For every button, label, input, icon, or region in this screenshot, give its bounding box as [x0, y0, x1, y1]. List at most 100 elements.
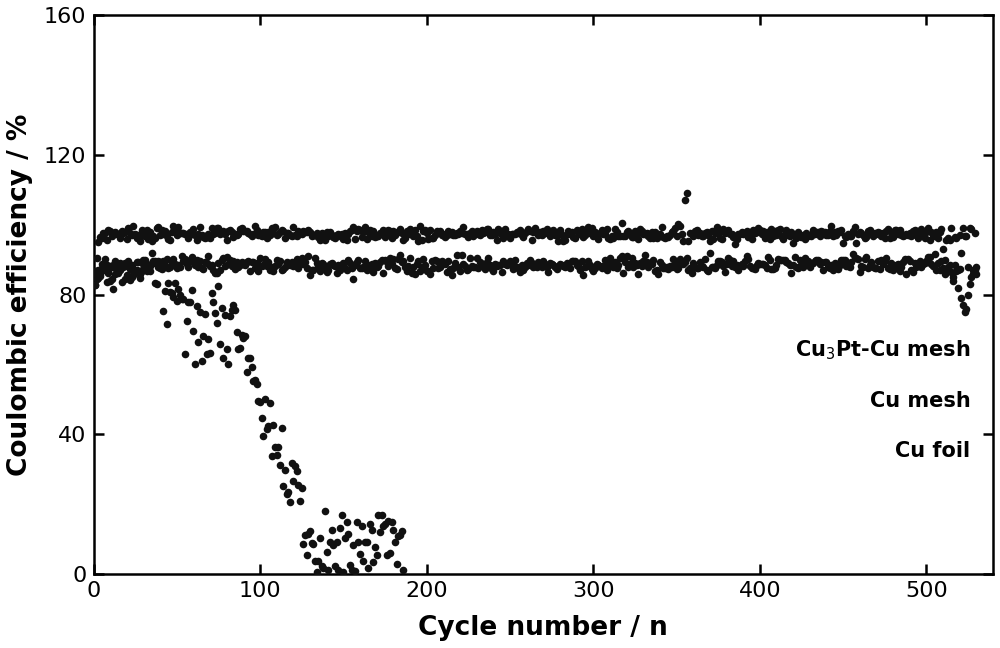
- Point: [715, 224, 731, 235]
- Point: [828, 259, 844, 269]
- Point: [219, 235, 235, 245]
- Point: [404, 227, 420, 238]
- Point: [709, 260, 725, 271]
- Point: [274, 225, 290, 235]
- Point: [878, 253, 894, 263]
- Point: [915, 259, 931, 270]
- Point: [960, 261, 976, 272]
- Point: [305, 264, 321, 275]
- Point: [329, 537, 345, 547]
- Point: [502, 233, 518, 244]
- Point: [147, 255, 163, 266]
- Point: [565, 232, 581, 242]
- Point: [612, 231, 628, 241]
- Point: [230, 229, 246, 240]
- Point: [149, 223, 165, 233]
- Point: [922, 235, 938, 245]
- Point: [212, 338, 228, 349]
- Point: [572, 265, 588, 275]
- Point: [207, 268, 223, 279]
- Point: [805, 258, 821, 268]
- Point: [650, 269, 666, 279]
- Point: [250, 396, 266, 406]
- Point: [627, 226, 643, 237]
- Point: [485, 227, 501, 238]
- Point: [720, 253, 736, 263]
- Point: [165, 292, 181, 302]
- Point: [610, 231, 626, 242]
- Point: [744, 263, 760, 273]
- Point: [230, 344, 246, 354]
- Point: [410, 256, 426, 266]
- Point: [790, 262, 806, 273]
- Point: [570, 227, 586, 237]
- Point: [682, 228, 698, 238]
- Point: [709, 222, 725, 233]
- Point: [272, 227, 288, 238]
- Point: [437, 259, 453, 269]
- Point: [230, 262, 246, 272]
- Point: [600, 233, 616, 243]
- Point: [470, 229, 486, 239]
- Point: [175, 294, 191, 304]
- Point: [110, 259, 126, 269]
- Point: [785, 238, 801, 248]
- Point: [619, 251, 635, 261]
- Point: [310, 261, 326, 272]
- Point: [594, 225, 610, 235]
- Point: [352, 263, 368, 273]
- Point: [812, 259, 828, 270]
- Point: [810, 227, 826, 237]
- Point: [197, 257, 213, 268]
- Point: [472, 257, 488, 267]
- Point: [815, 227, 831, 237]
- Point: [720, 225, 736, 235]
- Point: [89, 274, 105, 284]
- Point: [90, 273, 106, 283]
- Point: [307, 555, 323, 566]
- Point: [522, 226, 538, 236]
- Point: [200, 251, 216, 261]
- Point: [310, 556, 326, 566]
- Point: [853, 260, 869, 271]
- Point: [119, 270, 135, 281]
- Point: [514, 230, 530, 240]
- Point: [314, 228, 330, 238]
- Point: [435, 259, 451, 270]
- Point: [582, 260, 598, 270]
- Point: [749, 260, 765, 270]
- Point: [514, 260, 530, 270]
- Point: [194, 263, 210, 273]
- Point: [307, 230, 323, 240]
- Point: [362, 224, 378, 235]
- Point: [744, 234, 760, 244]
- Point: [962, 279, 978, 289]
- Point: [594, 263, 610, 273]
- Point: [245, 257, 261, 267]
- Point: [654, 260, 670, 270]
- Point: [788, 262, 804, 273]
- Point: [655, 262, 671, 273]
- Point: [137, 257, 153, 267]
- Point: [135, 255, 151, 265]
- Point: [887, 224, 903, 235]
- Point: [127, 265, 143, 275]
- Point: [302, 526, 318, 537]
- Point: [279, 227, 295, 238]
- Point: [182, 255, 198, 265]
- Point: [967, 265, 983, 275]
- Point: [255, 260, 271, 270]
- Point: [277, 233, 293, 243]
- Point: [192, 307, 208, 317]
- Point: [450, 229, 466, 239]
- Point: [569, 225, 585, 235]
- Point: [950, 283, 966, 293]
- Point: [552, 225, 568, 235]
- Point: [142, 261, 158, 272]
- Point: [838, 260, 854, 271]
- Point: [395, 565, 411, 575]
- Point: [275, 226, 291, 237]
- Point: [617, 257, 633, 267]
- Point: [482, 260, 498, 270]
- Point: [285, 476, 301, 486]
